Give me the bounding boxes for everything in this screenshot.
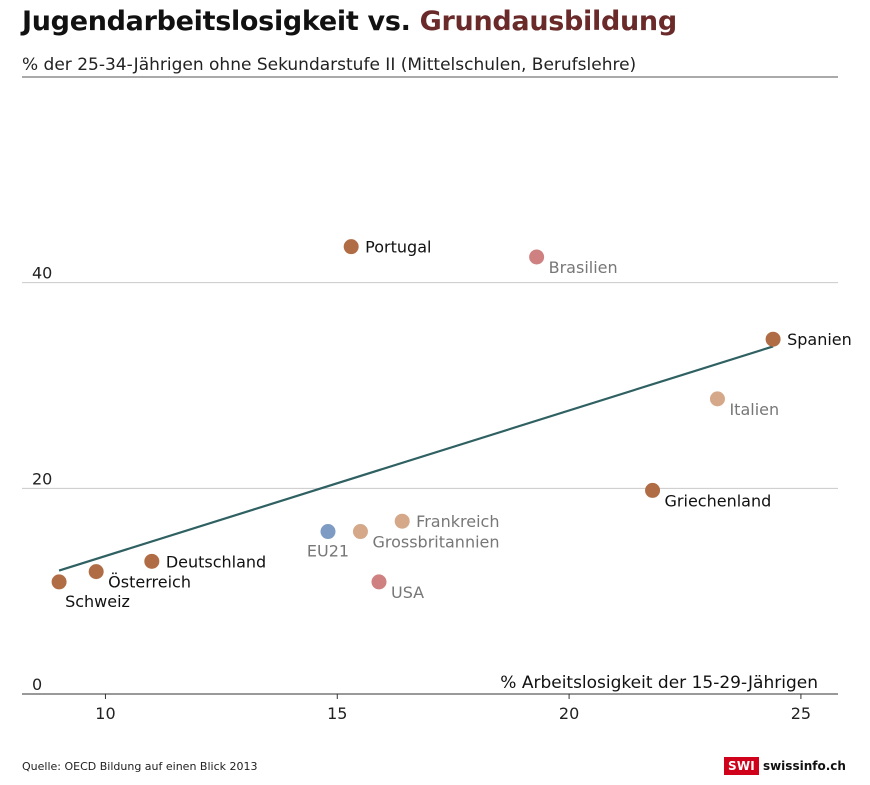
trendline [58, 345, 774, 572]
point-label-schweiz: Schweiz [65, 592, 130, 611]
point-osterreich[interactable] [88, 564, 104, 580]
x-tick-label-15: 15 [327, 704, 347, 723]
x-tick-label-20: 20 [559, 704, 579, 723]
x-tick-label-10: 10 [95, 704, 115, 723]
point-label-portugal: Portugal [365, 238, 431, 257]
point-label-osterreich: Österreich [108, 573, 191, 592]
point-griechenland[interactable] [645, 482, 661, 498]
points-group: Portugal Brasilien Spanien Italien Griechenl… [51, 238, 852, 611]
title-part1: Jugendarbeitslosigkeit vs. [22, 6, 420, 37]
point-label-italien: Italien [729, 400, 779, 419]
point-eu21[interactable] [320, 524, 336, 540]
y-tick-label-40: 40 [32, 264, 52, 283]
point-usa[interactable] [371, 574, 387, 590]
point-frankreich[interactable] [394, 513, 410, 529]
point-label-grossbritannien: Grossbritannien [372, 533, 499, 552]
brand-name: swissinfo.ch [762, 759, 846, 773]
point-brasilien[interactable] [529, 249, 545, 265]
point-deutschland[interactable] [144, 553, 160, 569]
y-tick-label-20: 20 [32, 469, 52, 488]
point-grossbritannien[interactable] [352, 524, 368, 540]
point-label-brasilien: Brasilien [549, 258, 618, 277]
point-label-eu21: EU21 [307, 542, 349, 561]
x-axis: 10 15 20 25 [22, 693, 838, 723]
point-spanien[interactable] [765, 331, 781, 347]
point-label-usa: USA [391, 583, 424, 602]
chart-title: Jugendarbeitslosigkeit vs. Grundausbildu… [22, 6, 677, 37]
source-note: Quelle: OECD Bildung auf einen Blick 201… [22, 760, 258, 773]
brand-badge: SWI [724, 757, 759, 775]
x-axis-label: % Arbeitslosigkeit der 15-29-Jährigen [500, 673, 818, 693]
title-part2: Grundausbildung [419, 6, 678, 37]
x-tick-label-25: 25 [791, 704, 811, 723]
gridlines: 0 20 40 [22, 264, 838, 694]
chart-subtitle: % der 25-34-Jährigen ohne Sekundarstufe … [22, 55, 637, 75]
point-label-spanien: Spanien [787, 330, 852, 349]
y-tick-label-0: 0 [32, 675, 42, 694]
point-label-frankreich: Frankreich [416, 512, 499, 531]
point-label-deutschland: Deutschland [166, 552, 266, 571]
point-italien[interactable] [709, 391, 725, 407]
trendline-group [58, 345, 774, 572]
point-label-griechenland: Griechenland [665, 491, 772, 510]
point-schweiz[interactable] [51, 574, 67, 590]
brand-logo[interactable]: SWI swissinfo.ch [724, 757, 846, 775]
point-portugal[interactable] [343, 239, 359, 255]
